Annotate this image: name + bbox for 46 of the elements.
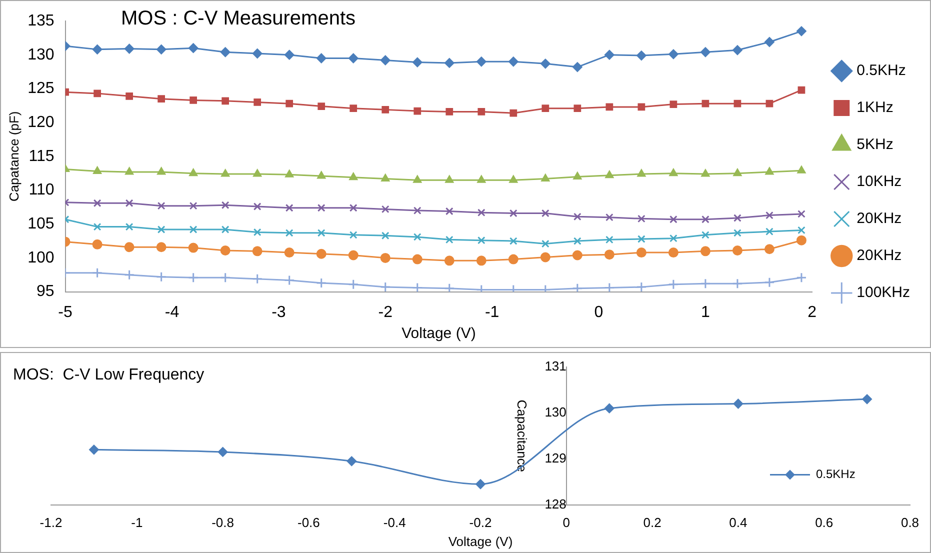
x-tick-label: 0.6 xyxy=(815,515,834,530)
legend-label: 1KHz xyxy=(856,99,894,116)
x-tick-label: 2 xyxy=(808,304,817,321)
y-tick-label: 128 xyxy=(544,496,566,512)
x-tick-label: -1 xyxy=(131,515,143,530)
x-tick-label: 0 xyxy=(594,304,604,321)
y-tick-label: 95 xyxy=(36,283,54,300)
x-tick-label: -1 xyxy=(484,304,500,321)
y-tick-label: 129 xyxy=(544,450,566,466)
legend-label: 10KHz xyxy=(856,173,902,190)
x-tick-label: -2 xyxy=(378,304,393,321)
x-tick-label: -4 xyxy=(164,304,180,321)
x-tick-label: -0.4 xyxy=(383,515,406,530)
x-tick-label: -0.8 xyxy=(212,515,234,530)
legend-label: 20KHz xyxy=(856,210,902,228)
legend-label: 20KHz xyxy=(856,247,902,264)
x-axis-title: Voltage (V) xyxy=(448,534,513,549)
y-tick-label: 125 xyxy=(28,80,54,98)
x-tick-label: 0.4 xyxy=(729,515,748,530)
x-tick-label: -0.6 xyxy=(297,515,320,530)
y-axis-title: Capacitance xyxy=(514,400,530,472)
y-tick-label: 110 xyxy=(28,182,54,199)
x-tick-label: -3 xyxy=(272,304,286,321)
x-tick-label: 0.8 xyxy=(900,515,920,530)
y-tick-label: 131 xyxy=(544,358,566,374)
legend-label: 0.5KHz xyxy=(816,467,856,482)
x-tick-label: 0 xyxy=(562,515,570,530)
x-tick-label: -5 xyxy=(58,304,73,321)
y-axis-title: Capatance (pF) xyxy=(6,111,22,202)
x-tick-label: -0.2 xyxy=(469,515,492,530)
chart-title: MOS: C-V Low Frequency xyxy=(13,366,204,384)
y-tick-label: 120 xyxy=(28,114,54,131)
y-tick-label: 135 xyxy=(28,12,54,30)
legend-label: 100KHz xyxy=(856,284,910,302)
x-axis-title: Voltage (V) xyxy=(402,325,476,342)
chart-title: MOS : C-V Measurements xyxy=(121,8,356,30)
x-tick-label: 0.2 xyxy=(643,515,662,530)
y-tick-label: 130 xyxy=(544,404,566,420)
y-tick-label: 100 xyxy=(28,249,54,266)
legend-label: 0.5KHz xyxy=(856,62,906,80)
y-tick-label: 115 xyxy=(28,148,54,165)
y-tick-label: 105 xyxy=(28,216,54,233)
x-tick-label: 1 xyxy=(700,304,710,321)
legend-label: 5KHz xyxy=(856,136,894,154)
y-tick-label: 130 xyxy=(28,46,54,64)
x-tick-label: -1.2 xyxy=(40,515,62,530)
